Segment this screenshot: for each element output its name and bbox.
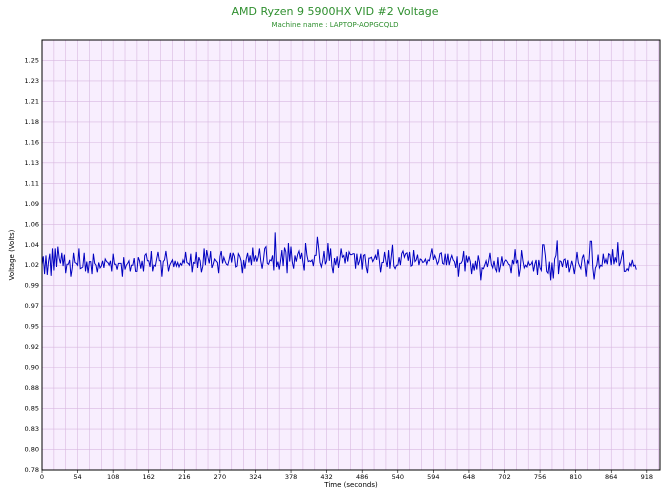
- y-tick-label: 1.04: [25, 241, 39, 249]
- y-tick-label: 0.95: [25, 323, 39, 331]
- x-tick-label: 0: [40, 473, 44, 481]
- x-tick-label: 918: [641, 473, 653, 481]
- x-ticks: 0 54 108 162 216 270 324 378 432 486 540 594 648 702 7…: [40, 470, 653, 481]
- x-tick-label: 648: [463, 473, 475, 481]
- y-tick-label: 1.06: [25, 220, 39, 228]
- y-tick-label: 0.88: [25, 384, 39, 392]
- x-tick-label: 432: [320, 473, 332, 481]
- x-tick-label: 864: [605, 473, 617, 481]
- y-tick-label: 1.09: [25, 200, 39, 208]
- x-tick-label: 486: [356, 473, 368, 481]
- y-tick-label: 0.99: [25, 282, 39, 290]
- y-tick-label: 1.11: [25, 179, 39, 187]
- y-tick-label: 1.18: [25, 118, 39, 126]
- x-tick-label: 216: [178, 473, 190, 481]
- y-tick-label: 0.85: [25, 405, 39, 413]
- x-tick-label: 702: [498, 473, 510, 481]
- x-tick-label: 378: [285, 473, 297, 481]
- y-tick-label: 1.23: [25, 77, 39, 85]
- y-axis-label: Voltage (Volts): [8, 229, 16, 280]
- y-tick-label: 0.92: [25, 343, 39, 351]
- x-tick-label: 810: [569, 473, 581, 481]
- series-line: [41, 232, 637, 281]
- y-tick-label: 1.13: [25, 159, 39, 167]
- y-tick-label: 0.90: [25, 364, 39, 372]
- x-axis-label: Time (seconds): [323, 481, 378, 489]
- y-ticks: 0.78 0.80 0.83 0.85 0.88 0.90 0.92 0.95 0.97 0.99…: [25, 56, 39, 474]
- x-tick-label: 594: [427, 473, 439, 481]
- x-tick-label: 162: [143, 473, 155, 481]
- x-tick-label: 324: [249, 473, 261, 481]
- y-tick-label: 0.97: [25, 302, 39, 310]
- plot-frame: [41, 39, 661, 471]
- chart-subtitle: Machine name : LAPTOP-AOPGCQLD: [272, 21, 399, 29]
- y-tick-label: 0.80: [25, 446, 39, 454]
- x-tick-label: 270: [214, 473, 226, 481]
- y-tick-label: 1.16: [25, 138, 39, 146]
- x-tick-label: 540: [392, 473, 404, 481]
- x-tick-label: 54: [73, 473, 81, 481]
- x-tick-label: 756: [534, 473, 546, 481]
- y-tick-label: 0.83: [25, 425, 39, 433]
- y-tick-label: 1.21: [25, 97, 39, 105]
- y-tick-label: 0.78: [25, 466, 39, 474]
- x-tick-label: 108: [107, 473, 119, 481]
- chart-title: AMD Ryzen 9 5900HX VID #2 Voltage: [231, 5, 438, 18]
- y-tick-label: 1.25: [25, 56, 39, 64]
- y-tick-label: 1.02: [25, 261, 39, 269]
